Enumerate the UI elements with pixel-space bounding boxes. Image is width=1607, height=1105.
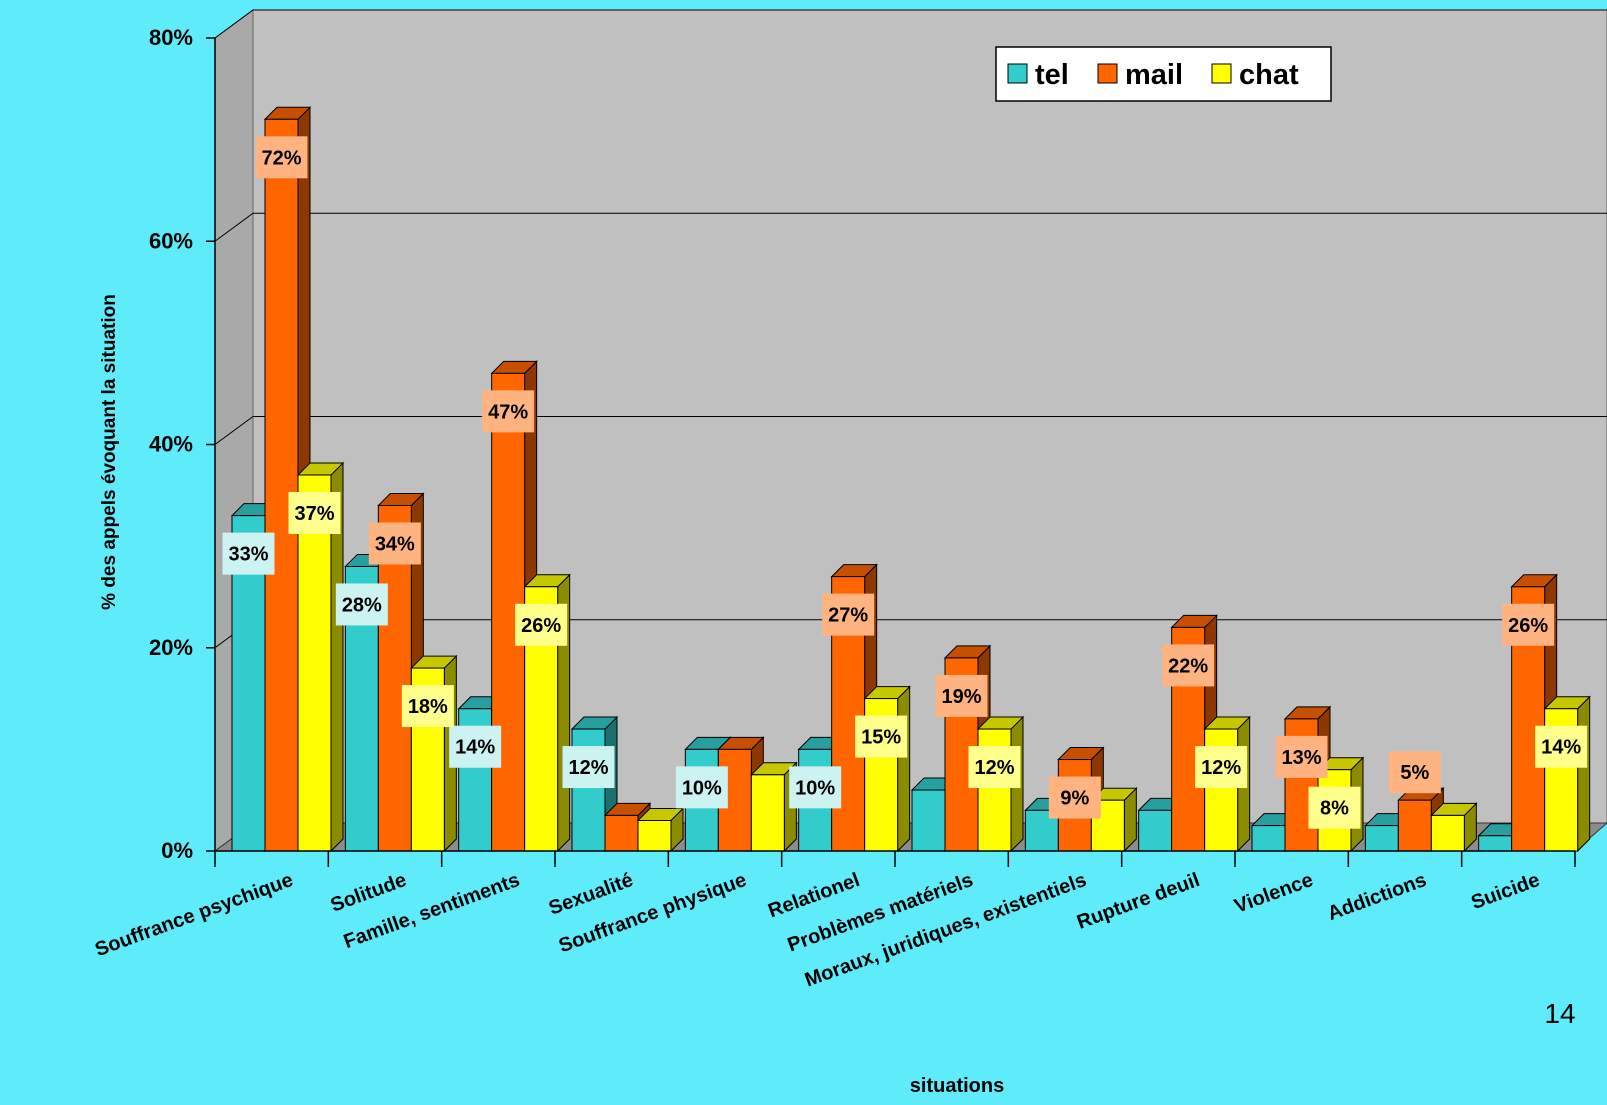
y-axis-title: % des appels évoquant la situation	[99, 294, 120, 610]
data-label-bg	[1308, 786, 1361, 829]
y-tick-label: 60%	[149, 228, 193, 253]
data-label-chat-5: 15%	[861, 727, 901, 749]
bar-front	[1397, 799, 1432, 852]
legend-swatch-chat	[1211, 63, 1232, 84]
data-label-chat-6: 12%	[974, 757, 1014, 779]
bar-chat-11	[1543, 695, 1591, 853]
x-tick-label: Violence	[1232, 869, 1316, 918]
data-label-bg	[1195, 746, 1248, 789]
data-label-bg	[449, 725, 502, 768]
data-label-bg	[255, 136, 308, 179]
data-label-mail-7: 9%	[1060, 788, 1089, 810]
bar-front	[1138, 809, 1173, 852]
data-label-tel-4: 10%	[682, 777, 722, 799]
data-label-mail-0: 72%	[261, 147, 301, 169]
data-label-bg	[1275, 735, 1328, 778]
x-tick-label: Suicide	[1468, 869, 1542, 914]
bar-front	[750, 774, 785, 852]
legend-label-tel: tel	[1035, 59, 1069, 91]
bar-front	[637, 820, 672, 852]
data-label-bg	[935, 674, 988, 717]
legend-swatch-tel	[1007, 63, 1028, 84]
x-tick-label: Rupture deuil	[1074, 869, 1203, 934]
data-label-chat-11: 14%	[1541, 737, 1581, 759]
bar-front	[1430, 814, 1465, 852]
data-label-bg	[1388, 751, 1441, 794]
y-tick-label: 80%	[149, 25, 193, 50]
x-tick-label: Solitude	[328, 869, 410, 917]
x-tick-label: Souffrance psychique	[92, 869, 296, 961]
data-label-chat-0: 37%	[294, 503, 334, 525]
data-label-bg	[1048, 776, 1101, 819]
data-label-chat-8: 12%	[1201, 757, 1241, 779]
data-label-tel-2: 14%	[455, 737, 495, 759]
bar-side	[1577, 695, 1591, 853]
data-label-bg	[675, 766, 728, 809]
gridline	[214, 212, 1607, 242]
page-number: 14	[1544, 998, 1575, 1029]
legend-box	[995, 46, 1332, 102]
data-label-bg	[1162, 644, 1215, 687]
data-label-chat-2: 26%	[521, 615, 561, 637]
data-label-tel-1: 28%	[342, 594, 382, 616]
bar-front	[604, 814, 639, 852]
legend-label-chat: chat	[1239, 59, 1299, 91]
data-label-bg	[968, 746, 1021, 789]
data-label-bg	[401, 685, 454, 728]
legend-swatch-mail	[1097, 63, 1118, 84]
bar-front	[1478, 835, 1513, 852]
data-label-tel-0: 33%	[228, 544, 268, 566]
data-label-mail-10: 5%	[1400, 762, 1429, 784]
gridline	[214, 9, 1607, 39]
data-label-mail-11: 26%	[1508, 615, 1548, 637]
data-label-bg	[1535, 725, 1588, 768]
data-label-mail-6: 19%	[941, 686, 981, 708]
data-label-bg	[482, 390, 535, 433]
bar-chat-5	[863, 685, 911, 853]
data-label-mail-8: 22%	[1168, 655, 1208, 677]
bar-side	[897, 685, 911, 853]
y-tick-label: 40%	[149, 432, 193, 457]
data-label-tel-3: 12%	[568, 757, 608, 779]
data-label-mail-9: 13%	[1281, 747, 1321, 769]
gridline	[214, 416, 1607, 445]
data-label-bg	[789, 766, 842, 809]
data-label-bg	[822, 593, 875, 636]
x-tick-label: Addictions	[1325, 869, 1430, 925]
data-label-bg	[855, 715, 908, 758]
bar-front	[297, 474, 332, 852]
data-label-bg	[368, 522, 421, 565]
x-axis-title: situations	[910, 1075, 1004, 1097]
bar-front	[911, 789, 946, 852]
data-label-mail-5: 27%	[828, 605, 868, 627]
data-label-bg	[288, 491, 341, 534]
data-label-bg	[562, 746, 615, 789]
data-label-chat-1: 18%	[408, 696, 448, 718]
bar-front	[1251, 825, 1286, 852]
legend: tel mail chat	[995, 46, 1332, 102]
bar-front	[264, 118, 299, 852]
data-label-bg	[515, 603, 568, 646]
legend-label-mail: mail	[1125, 59, 1183, 91]
bar-chat-3	[636, 807, 685, 853]
data-label-mail-2: 47%	[488, 401, 528, 423]
data-label-bg	[335, 583, 388, 626]
x-tick-label: Souffrance physique	[556, 869, 749, 957]
data-label-bg	[1502, 603, 1555, 646]
y-tick-label: 0%	[161, 838, 193, 863]
data-label-bg	[222, 532, 275, 575]
data-label-mail-1: 34%	[375, 533, 415, 555]
data-label-tel-5: 10%	[795, 777, 835, 799]
bar-chat-0	[296, 461, 345, 853]
bar-chat-10	[1430, 802, 1478, 853]
bar-front	[1364, 825, 1399, 852]
y-tick-label: 20%	[149, 635, 193, 660]
data-label-chat-9: 8%	[1320, 798, 1349, 820]
